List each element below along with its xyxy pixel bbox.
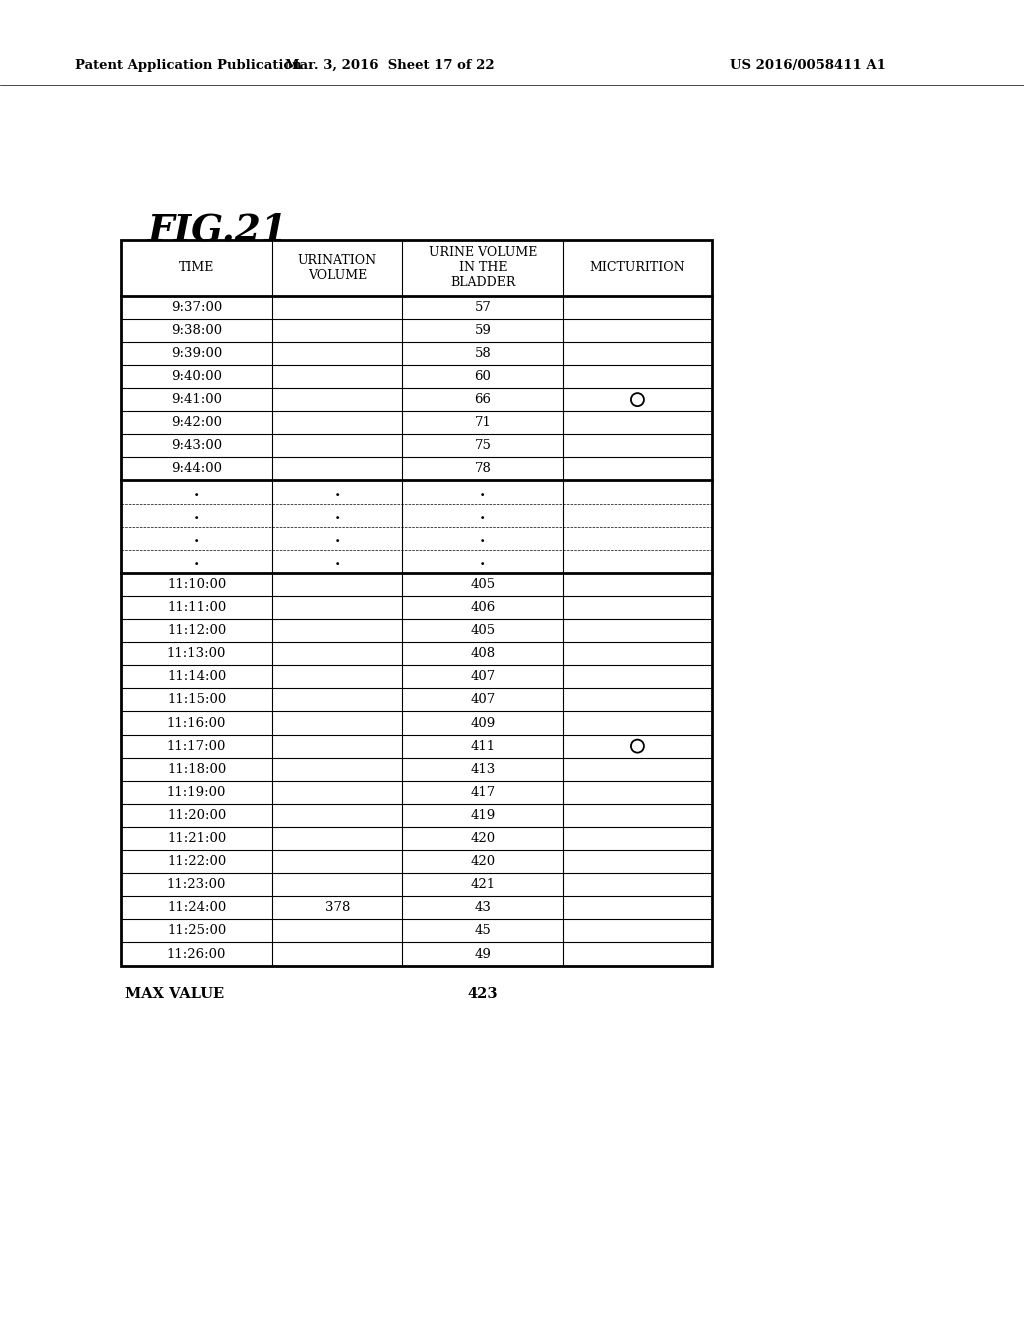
- Text: 11:20:00: 11:20:00: [167, 809, 226, 822]
- Text: 11:10:00: 11:10:00: [167, 578, 226, 591]
- Text: 407: 407: [470, 671, 496, 684]
- Text: 11:15:00: 11:15:00: [167, 693, 226, 706]
- Text: 407: 407: [470, 693, 496, 706]
- Text: .: .: [194, 508, 200, 523]
- Bar: [121, 240, 712, 966]
- Text: 9:43:00: 9:43:00: [171, 440, 222, 453]
- Text: .: .: [480, 484, 485, 499]
- Text: 66: 66: [474, 393, 492, 407]
- Text: 413: 413: [470, 763, 496, 776]
- Text: FIG.21: FIG.21: [148, 211, 288, 248]
- Text: 11:25:00: 11:25:00: [167, 924, 226, 937]
- Text: 408: 408: [470, 647, 496, 660]
- Text: 11:14:00: 11:14:00: [167, 671, 226, 684]
- Text: 11:18:00: 11:18:00: [167, 763, 226, 776]
- Text: .: .: [194, 531, 200, 545]
- Text: 11:13:00: 11:13:00: [167, 647, 226, 660]
- Text: 420: 420: [470, 855, 496, 869]
- Text: TIME: TIME: [179, 261, 214, 275]
- Text: 9:41:00: 9:41:00: [171, 393, 222, 407]
- Text: 421: 421: [470, 878, 496, 891]
- Text: URINE VOLUME
IN THE
BLADDER: URINE VOLUME IN THE BLADDER: [429, 247, 537, 289]
- Text: MICTURITION: MICTURITION: [590, 261, 685, 275]
- Text: 423: 423: [468, 986, 498, 1001]
- Text: 71: 71: [474, 416, 492, 429]
- Text: 11:24:00: 11:24:00: [167, 902, 226, 915]
- Text: 9:38:00: 9:38:00: [171, 323, 222, 337]
- Text: 417: 417: [470, 785, 496, 799]
- Text: 9:37:00: 9:37:00: [171, 301, 222, 314]
- Text: 11:17:00: 11:17:00: [167, 739, 226, 752]
- Text: .: .: [480, 531, 485, 545]
- Text: 405: 405: [470, 578, 496, 591]
- Text: 60: 60: [474, 370, 492, 383]
- Text: .: .: [335, 531, 340, 545]
- Text: 11:26:00: 11:26:00: [167, 948, 226, 961]
- Text: 378: 378: [325, 902, 350, 915]
- Text: 11:16:00: 11:16:00: [167, 717, 226, 730]
- Text: 78: 78: [474, 462, 492, 475]
- Text: 58: 58: [474, 347, 492, 360]
- Text: 45: 45: [474, 924, 492, 937]
- Text: MAX VALUE: MAX VALUE: [125, 986, 224, 1001]
- Text: .: .: [335, 484, 340, 499]
- Text: US 2016/0058411 A1: US 2016/0058411 A1: [730, 58, 886, 71]
- Text: 411: 411: [470, 739, 496, 752]
- Text: 405: 405: [470, 624, 496, 638]
- Text: Mar. 3, 2016  Sheet 17 of 22: Mar. 3, 2016 Sheet 17 of 22: [286, 58, 495, 71]
- Text: 75: 75: [474, 440, 492, 453]
- Text: .: .: [480, 508, 485, 523]
- Text: Patent Application Publication: Patent Application Publication: [75, 58, 302, 71]
- Text: 9:44:00: 9:44:00: [171, 462, 222, 475]
- Text: URINATION
VOLUME: URINATION VOLUME: [298, 253, 377, 282]
- Text: 9:42:00: 9:42:00: [171, 416, 222, 429]
- Text: .: .: [335, 554, 340, 569]
- Text: 9:40:00: 9:40:00: [171, 370, 222, 383]
- Text: 409: 409: [470, 717, 496, 730]
- Text: .: .: [480, 554, 485, 569]
- Text: 420: 420: [470, 832, 496, 845]
- Text: 11:11:00: 11:11:00: [167, 601, 226, 614]
- Text: 406: 406: [470, 601, 496, 614]
- Text: .: .: [194, 554, 200, 569]
- Text: .: .: [194, 484, 200, 499]
- Text: 11:12:00: 11:12:00: [167, 624, 226, 638]
- Text: 57: 57: [474, 301, 492, 314]
- Text: 11:19:00: 11:19:00: [167, 785, 226, 799]
- Text: 11:22:00: 11:22:00: [167, 855, 226, 869]
- Text: 9:39:00: 9:39:00: [171, 347, 222, 360]
- Text: 49: 49: [474, 948, 492, 961]
- Text: .: .: [335, 508, 340, 523]
- Text: 11:21:00: 11:21:00: [167, 832, 226, 845]
- Text: 11:23:00: 11:23:00: [167, 878, 226, 891]
- Text: 59: 59: [474, 323, 492, 337]
- Text: 43: 43: [474, 902, 492, 915]
- Text: 419: 419: [470, 809, 496, 822]
